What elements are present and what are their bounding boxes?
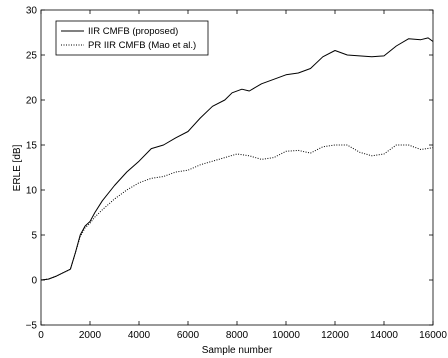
y-tick-label: 25 bbox=[26, 51, 38, 62]
x-tick-label: 12000 bbox=[321, 330, 349, 341]
x-tick-label: 2000 bbox=[79, 330, 102, 341]
x-tick-label: 4000 bbox=[128, 330, 151, 341]
y-axis-label: ERLE [dB] bbox=[12, 144, 23, 191]
series-line-0 bbox=[40, 37, 434, 281]
y-tick-label: −5 bbox=[26, 321, 38, 332]
data-lines bbox=[40, 37, 434, 281]
x-tick-label: 14000 bbox=[370, 330, 398, 341]
y-tick-label: 5 bbox=[31, 231, 37, 242]
y-tick-label: 15 bbox=[26, 141, 38, 152]
x-tick-label: 16000 bbox=[419, 330, 447, 341]
x-tick-label: 8000 bbox=[226, 330, 249, 341]
y-tick-label: 30 bbox=[26, 6, 38, 17]
plot-frame bbox=[40, 9, 434, 326]
x-tick-label: 6000 bbox=[177, 330, 200, 341]
axis-ticks: 0 2000 4000 6000 8000 10000 12000 14000 16000−50… bbox=[26, 6, 448, 342]
x-tick-label: 0 bbox=[38, 330, 44, 341]
x-tick-label: 10000 bbox=[272, 330, 300, 341]
legend-label-1: PR IIR CMFB (Mao et al.) bbox=[88, 40, 196, 51]
y-tick-label: 20 bbox=[26, 96, 38, 107]
y-tick-label: 0 bbox=[31, 276, 37, 287]
legend-box bbox=[55, 20, 209, 56]
x-axis-label: Sample number bbox=[202, 345, 273, 356]
y-tick-label: 10 bbox=[26, 186, 38, 197]
series-line-1 bbox=[40, 144, 434, 281]
legend: IIR CMFB (proposed) PR IIR CMFB (Mao et … bbox=[55, 20, 209, 56]
legend-label-0: IIR CMFB (proposed) bbox=[88, 26, 178, 37]
